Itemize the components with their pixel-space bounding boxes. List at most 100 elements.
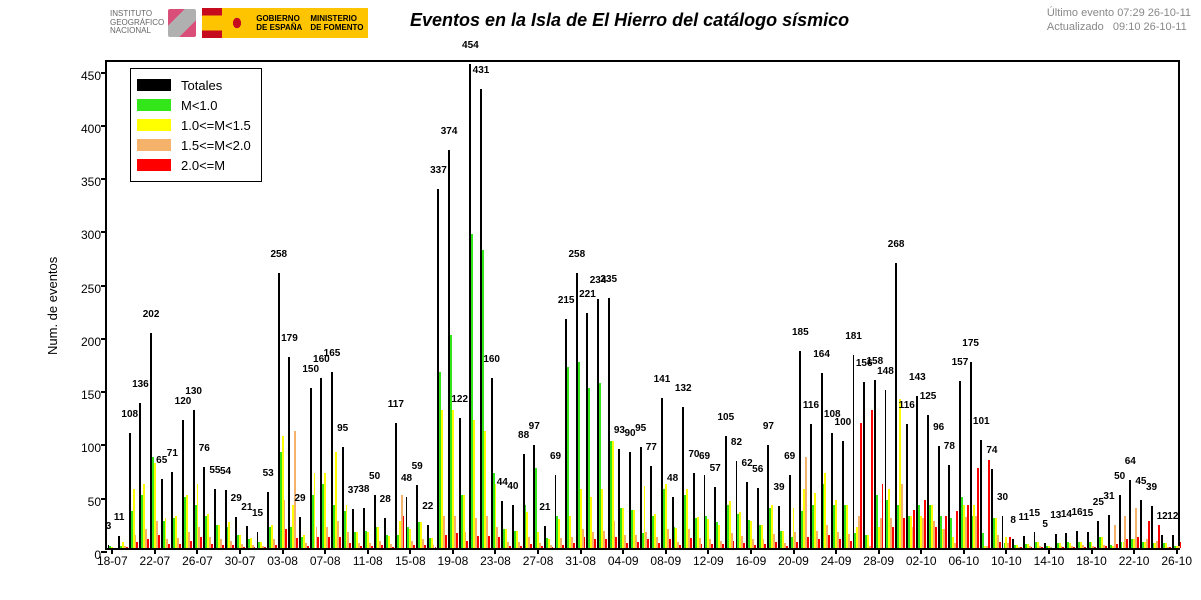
bar-value-label: 93 bbox=[614, 425, 625, 436]
bar-m2 bbox=[805, 457, 807, 548]
legend-swatch-icon bbox=[137, 79, 171, 91]
bar-m3 bbox=[903, 518, 905, 548]
bar-value-label: 157 bbox=[952, 357, 969, 368]
bar-m3 bbox=[1009, 537, 1011, 548]
bar-value-label: 16 bbox=[1071, 507, 1082, 518]
bar-value-label: 15 bbox=[1029, 508, 1040, 519]
bar-value-label: 59 bbox=[412, 461, 423, 472]
bar-value-label: 48 bbox=[401, 473, 412, 484]
chart-title: Eventos en la Isla de El Hierro del catá… bbox=[410, 10, 849, 31]
bar-m3 bbox=[200, 537, 202, 548]
bar-m3 bbox=[764, 544, 766, 548]
bar-value-label: 221 bbox=[579, 289, 596, 300]
legend-label: 1.5<=M<2.0 bbox=[181, 138, 251, 153]
bar-value-label: 74 bbox=[986, 445, 997, 456]
bar-value-label: 117 bbox=[388, 399, 404, 410]
bar-m3 bbox=[584, 537, 586, 548]
bar-value-label: 101 bbox=[973, 416, 990, 427]
legend-label: Totales bbox=[181, 78, 222, 93]
bar-value-label: 55 bbox=[209, 465, 220, 476]
chart-legend: TotalesM<1.01.0<=M<1.51.5<=M<2.02.0<=M bbox=[130, 68, 262, 182]
bar-m3 bbox=[722, 544, 724, 548]
bar-value-label: 82 bbox=[731, 437, 742, 448]
bar-m3 bbox=[349, 543, 351, 548]
bar-m3 bbox=[1137, 537, 1139, 548]
bar-value-label: 29 bbox=[231, 493, 242, 504]
bar-m3 bbox=[1062, 547, 1064, 548]
bar-value-label: 39 bbox=[773, 482, 784, 493]
bar-m3 bbox=[1041, 547, 1043, 548]
bar-value-label: 96 bbox=[933, 422, 944, 433]
bar-value-label: 185 bbox=[792, 327, 809, 338]
bar-value-label: 11 bbox=[114, 512, 125, 523]
bar-value-label: 45 bbox=[1135, 476, 1146, 487]
bar-m3 bbox=[445, 535, 447, 548]
bar-m3 bbox=[339, 537, 341, 548]
bar-value-label: 78 bbox=[944, 441, 955, 452]
bar-m3 bbox=[1020, 547, 1022, 548]
legend-row: 1.5<=M<2.0 bbox=[137, 135, 251, 155]
x-tick-label: 28-09 bbox=[863, 554, 894, 568]
bar-value-label: 5 bbox=[1042, 519, 1048, 530]
legend-label: M<1.0 bbox=[181, 98, 218, 113]
bar-m3 bbox=[637, 542, 639, 548]
bar-m3 bbox=[839, 539, 841, 548]
bar-m3 bbox=[977, 468, 979, 548]
x-tick-label: 23-08 bbox=[480, 554, 511, 568]
bar-value-label: 25 bbox=[1093, 497, 1104, 508]
x-tick-label: 20-09 bbox=[778, 554, 809, 568]
x-tick-label: 10-10 bbox=[991, 554, 1022, 568]
legend-row: 1.0<=M<1.5 bbox=[137, 115, 251, 135]
y-tick-label: 200 bbox=[81, 335, 101, 349]
bar-m3 bbox=[786, 546, 788, 548]
bar-m3 bbox=[435, 547, 437, 548]
bar-m3 bbox=[647, 539, 649, 548]
bar-m3 bbox=[679, 545, 681, 548]
bar-value-label: 150 bbox=[302, 364, 319, 375]
bar-m3 bbox=[1031, 547, 1033, 548]
bar-m3 bbox=[1116, 544, 1118, 548]
bar-value-label: 95 bbox=[635, 423, 646, 434]
bar-m3 bbox=[988, 460, 990, 548]
x-tick-label: 02-10 bbox=[906, 554, 937, 568]
logo-gov-text: GOBIERNO DE ESPAÑA bbox=[252, 8, 306, 38]
x-tick-label: 11-08 bbox=[353, 554, 383, 568]
bar-value-label: 215 bbox=[558, 295, 575, 306]
bar-m3 bbox=[541, 546, 543, 548]
bar-m3 bbox=[775, 542, 777, 548]
bar-m3 bbox=[381, 545, 383, 548]
bar-value-label: 374 bbox=[441, 126, 458, 137]
bar-m3 bbox=[1073, 547, 1075, 548]
bar-value-label: 12 bbox=[1157, 511, 1168, 522]
bar-value-label: 62 bbox=[742, 458, 753, 469]
bar-m3 bbox=[456, 533, 458, 548]
bar-value-label: 54 bbox=[220, 466, 231, 477]
bar-value-label: 88 bbox=[518, 430, 529, 441]
bar-m3 bbox=[711, 544, 713, 548]
bar-m3 bbox=[488, 536, 490, 548]
bar-value-label: 165 bbox=[324, 348, 341, 359]
bar-m3 bbox=[1094, 547, 1096, 548]
legend-label: 1.0<=M<1.5 bbox=[181, 118, 251, 133]
bar-value-label: 258 bbox=[568, 249, 585, 260]
bar-m3 bbox=[424, 545, 426, 548]
bar-m3 bbox=[733, 541, 735, 548]
legend-swatch-icon bbox=[137, 99, 171, 111]
x-tick-label: 30-07 bbox=[225, 554, 256, 568]
bar-value-label: 44 bbox=[497, 477, 508, 488]
y-tick-label: 100 bbox=[81, 441, 101, 455]
bar-m3 bbox=[1169, 547, 1171, 548]
bar-value-label: 56 bbox=[752, 464, 763, 475]
x-tick-label: 22-10 bbox=[1119, 554, 1150, 568]
bar-value-label: 181 bbox=[845, 331, 862, 342]
bar-m3 bbox=[913, 510, 915, 548]
bar-m3 bbox=[999, 542, 1001, 548]
bar-m3 bbox=[211, 544, 213, 548]
logo-ign-mark-icon bbox=[168, 9, 196, 37]
y-tick-label: 450 bbox=[81, 69, 101, 83]
x-tick-label: 16-09 bbox=[736, 554, 767, 568]
bar-value-label: 97 bbox=[529, 421, 540, 432]
bar-value-label: 431 bbox=[473, 65, 490, 76]
bar-value-label: 179 bbox=[281, 333, 298, 344]
bar-value-label: 160 bbox=[483, 354, 500, 365]
